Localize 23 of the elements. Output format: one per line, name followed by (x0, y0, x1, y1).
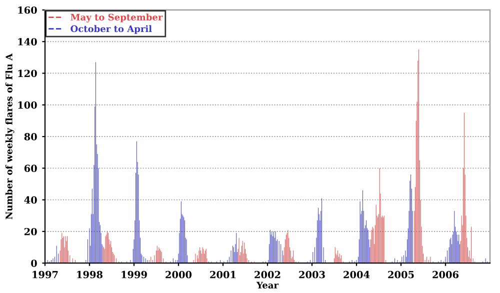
legend-label: May to September (70, 14, 163, 22)
y-tick-label: 20 (24, 228, 37, 236)
x-tick-label: 2005 (388, 270, 414, 278)
y-tick-label: 160 (18, 6, 37, 14)
x-tick-label: 2001 (210, 270, 236, 278)
x-tick-label: 2000 (166, 270, 192, 278)
x-axis-title: Year (256, 282, 279, 289)
x-tick-label: 1999 (122, 270, 147, 278)
y-tick-label: 0 (31, 260, 37, 267)
x-tick-label: 2003 (299, 270, 325, 278)
y-tick-label: 80 (24, 133, 37, 140)
y-tick-label: 120 (18, 70, 37, 78)
y-tick-label: 100 (18, 101, 37, 109)
x-tick-label: 2004 (344, 270, 370, 278)
y-axis-title: Number of weekly flares of Flu A (5, 53, 14, 220)
x-tick-label: 2006 (432, 270, 459, 278)
legend-label: October to April (70, 25, 152, 34)
x-tick-label: 1997 (32, 270, 58, 278)
y-tick-label: 140 (18, 38, 37, 46)
x-tick-label: 1998 (77, 270, 103, 278)
y-tick-label: 40 (24, 196, 37, 204)
x-tick-label: 2002 (254, 270, 280, 278)
y-tick-label: 60 (24, 164, 37, 172)
